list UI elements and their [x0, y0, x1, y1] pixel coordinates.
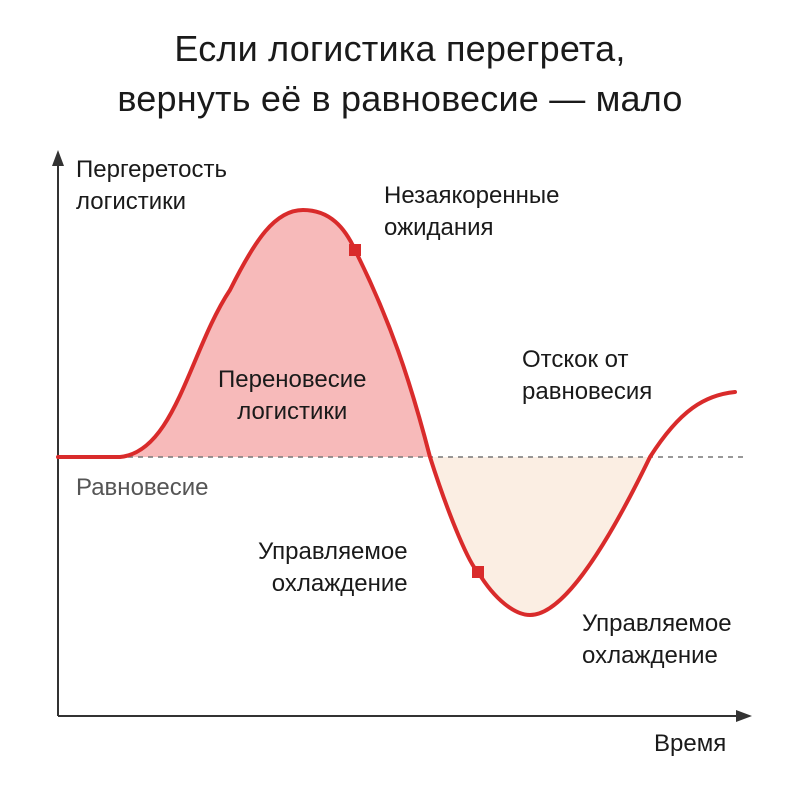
- cooling-annotation-right-line-2: охлаждение: [582, 642, 718, 669]
- cooling-area: [430, 457, 650, 615]
- cooling-annotation-right: Управляемое охлаждение: [582, 608, 732, 672]
- rebound-annotation-line-2: равновесия: [522, 378, 653, 405]
- cooling-marker: [472, 566, 484, 578]
- y-axis-label-line-2: логистики: [76, 188, 187, 215]
- cooling-annotation-left: Управляемое охлаждение: [258, 536, 408, 600]
- rebound-annotation-line-1: Отскок от: [522, 346, 629, 373]
- peak-marker: [349, 244, 361, 256]
- title-line-2: вернуть её в равновесие — мало: [117, 78, 683, 119]
- chart-title: Если логистика перегрета, вернуть её в р…: [0, 24, 800, 124]
- y-axis-arrow-icon: [52, 150, 64, 166]
- overweight-annotation-line-2: логистики: [237, 398, 348, 425]
- cooling-annotation-right-line-1: Управляемое: [582, 610, 732, 637]
- logistics-curve: [56, 208, 737, 617]
- x-axis-arrow-icon: [736, 710, 752, 722]
- title-line-1: Если логистика перегрета,: [174, 28, 626, 69]
- overweight-annotation-line-1: Переновесие: [218, 366, 367, 393]
- peak-annotation-line-2: ожидания: [384, 214, 494, 241]
- peak-annotation: Незаякоренные ожидания: [384, 180, 559, 244]
- rebound-annotation: Отскок от равновесия: [522, 344, 652, 408]
- x-axis-label: Время: [654, 730, 727, 757]
- cooling-annotation-left-line-1: Управляемое: [258, 538, 408, 565]
- equilibrium-label: Равновесие: [76, 474, 209, 501]
- overweight-annotation: Переновесие логистики: [218, 364, 366, 428]
- y-axis-label: Пергеретость логистики: [76, 154, 227, 218]
- overheat-area: [58, 210, 430, 457]
- cooling-annotation-left-line-2: охлаждение: [271, 570, 408, 597]
- peak-annotation-line-1: Незаякоренные: [384, 182, 560, 209]
- y-axis-label-line-1: Пергеретость: [76, 156, 227, 183]
